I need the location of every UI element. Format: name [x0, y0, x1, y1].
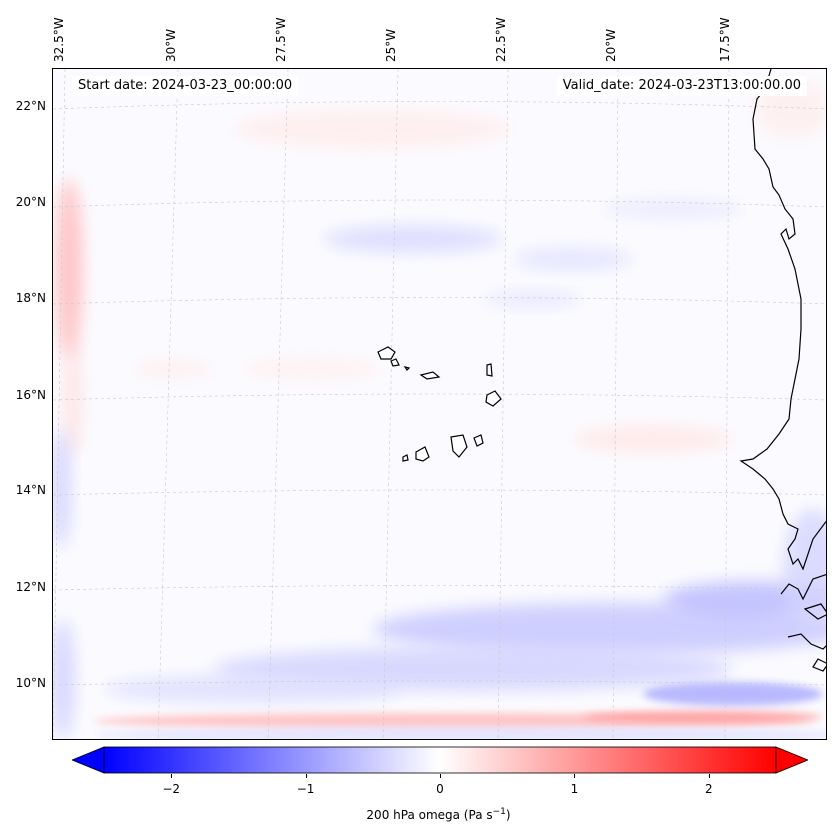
omega-field [53, 79, 826, 739]
colorbar-tick-mark [708, 774, 710, 778]
cape-verde-islands [377, 346, 502, 462]
colorbar-tick-label: 0 [436, 782, 444, 796]
lat-tick-label: 10°N [15, 676, 46, 690]
lon-tick-label: 25°W [384, 28, 398, 62]
lat-tick-label: 18°N [15, 291, 46, 305]
colorbar-min-arrow [72, 746, 105, 774]
lon-tick-label: 20°W [604, 28, 618, 62]
lat-tick-label: 22°N [15, 99, 46, 113]
colorbar-tick-mark [574, 774, 576, 778]
lon-tick-label: 27.5°W [274, 17, 288, 62]
lon-tick-label: 22.5°W [494, 17, 508, 62]
colorbar [72, 746, 808, 774]
colorbar-tick-mark [305, 774, 307, 778]
colorbar-tick-label: 2 [704, 782, 713, 796]
colorbar-tick-label: −2 [162, 782, 181, 796]
colorbar-tick-label: 1 [570, 782, 579, 796]
lon-tick-label: 32.5°W [52, 17, 66, 62]
map-canvas [53, 69, 826, 739]
colorbar-tick-label: −1 [296, 782, 315, 796]
coastline [739, 69, 826, 672]
lat-tick-label: 20°N [15, 195, 46, 209]
lat-tick-label: 12°N [15, 580, 46, 594]
colorbar-gradient [103, 746, 777, 774]
colorbar-tick-mark [440, 774, 441, 778]
lat-tick-label: 14°N [15, 483, 46, 497]
colorbar-tick-mark [171, 774, 173, 778]
colorbar-max-arrow [775, 746, 808, 774]
valid-date-label: Valid_date: 2024-03-23T13:00:00.00 [556, 76, 807, 96]
map-panel [52, 68, 827, 740]
colorbar-label: 200 hPa omega (Pa s−1) [366, 807, 511, 822]
graticule [53, 69, 826, 739]
start-date-label: Start date: 2024-03-23_00:00:00 [72, 76, 299, 96]
lon-tick-label: 30°W [164, 28, 178, 62]
lat-tick-label: 16°N [15, 388, 46, 402]
lon-tick-label: 17.5°W [718, 17, 732, 62]
